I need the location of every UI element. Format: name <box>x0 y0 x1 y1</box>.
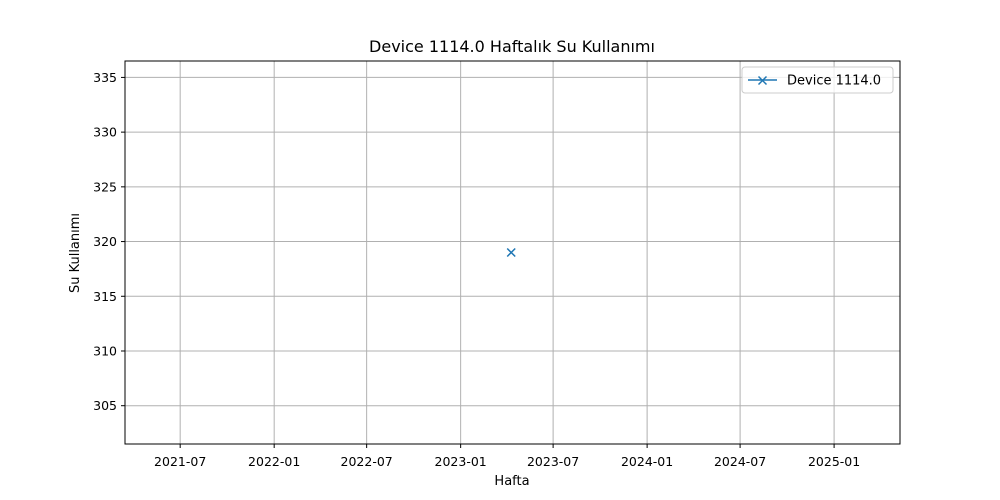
plot-frame <box>124 60 901 445</box>
x-tick-label: 2022-01 <box>248 454 300 469</box>
grid <box>125 61 900 444</box>
legend: Device 1114.0 <box>741 66 894 94</box>
x-tick-label: 2024-01 <box>621 454 673 469</box>
y-tick-label: 335 <box>93 70 117 85</box>
y-axis-label: Su Kullanımı <box>68 213 83 293</box>
chart-title: Device 1114.0 Haftalık Su Kullanımı <box>369 37 655 56</box>
y-axis: 305 310 315 320 325 330 335 <box>93 70 125 413</box>
x-tick-label: 2022-07 <box>341 454 393 469</box>
x-tick-label: 2024-07 <box>714 454 766 469</box>
legend-marker-x <box>757 75 768 86</box>
x-tick-label: 2021-07 <box>154 454 206 469</box>
y-tick-label: 315 <box>93 289 117 304</box>
x-axis-label: Hafta <box>494 474 529 489</box>
y-tick-label: 310 <box>93 343 117 358</box>
y-tick-label: 325 <box>93 179 117 194</box>
x-tick-label: 2023-01 <box>435 454 487 469</box>
x-tick-label: 2025-01 <box>808 454 860 469</box>
plot-marks <box>506 247 516 258</box>
y-tick-label: 330 <box>93 125 117 140</box>
x-tick-label: 2023-07 <box>527 454 579 469</box>
y-tick-label: 320 <box>93 234 117 249</box>
y-tick-label: 305 <box>93 398 117 413</box>
legend-box <box>741 66 894 94</box>
legend-label: Device 1114.0 <box>787 74 881 89</box>
x-axis: 2021-07 2022-01 2022-07 2023-01 2023-07 2024-… <box>154 444 860 469</box>
data-point <box>506 247 516 258</box>
